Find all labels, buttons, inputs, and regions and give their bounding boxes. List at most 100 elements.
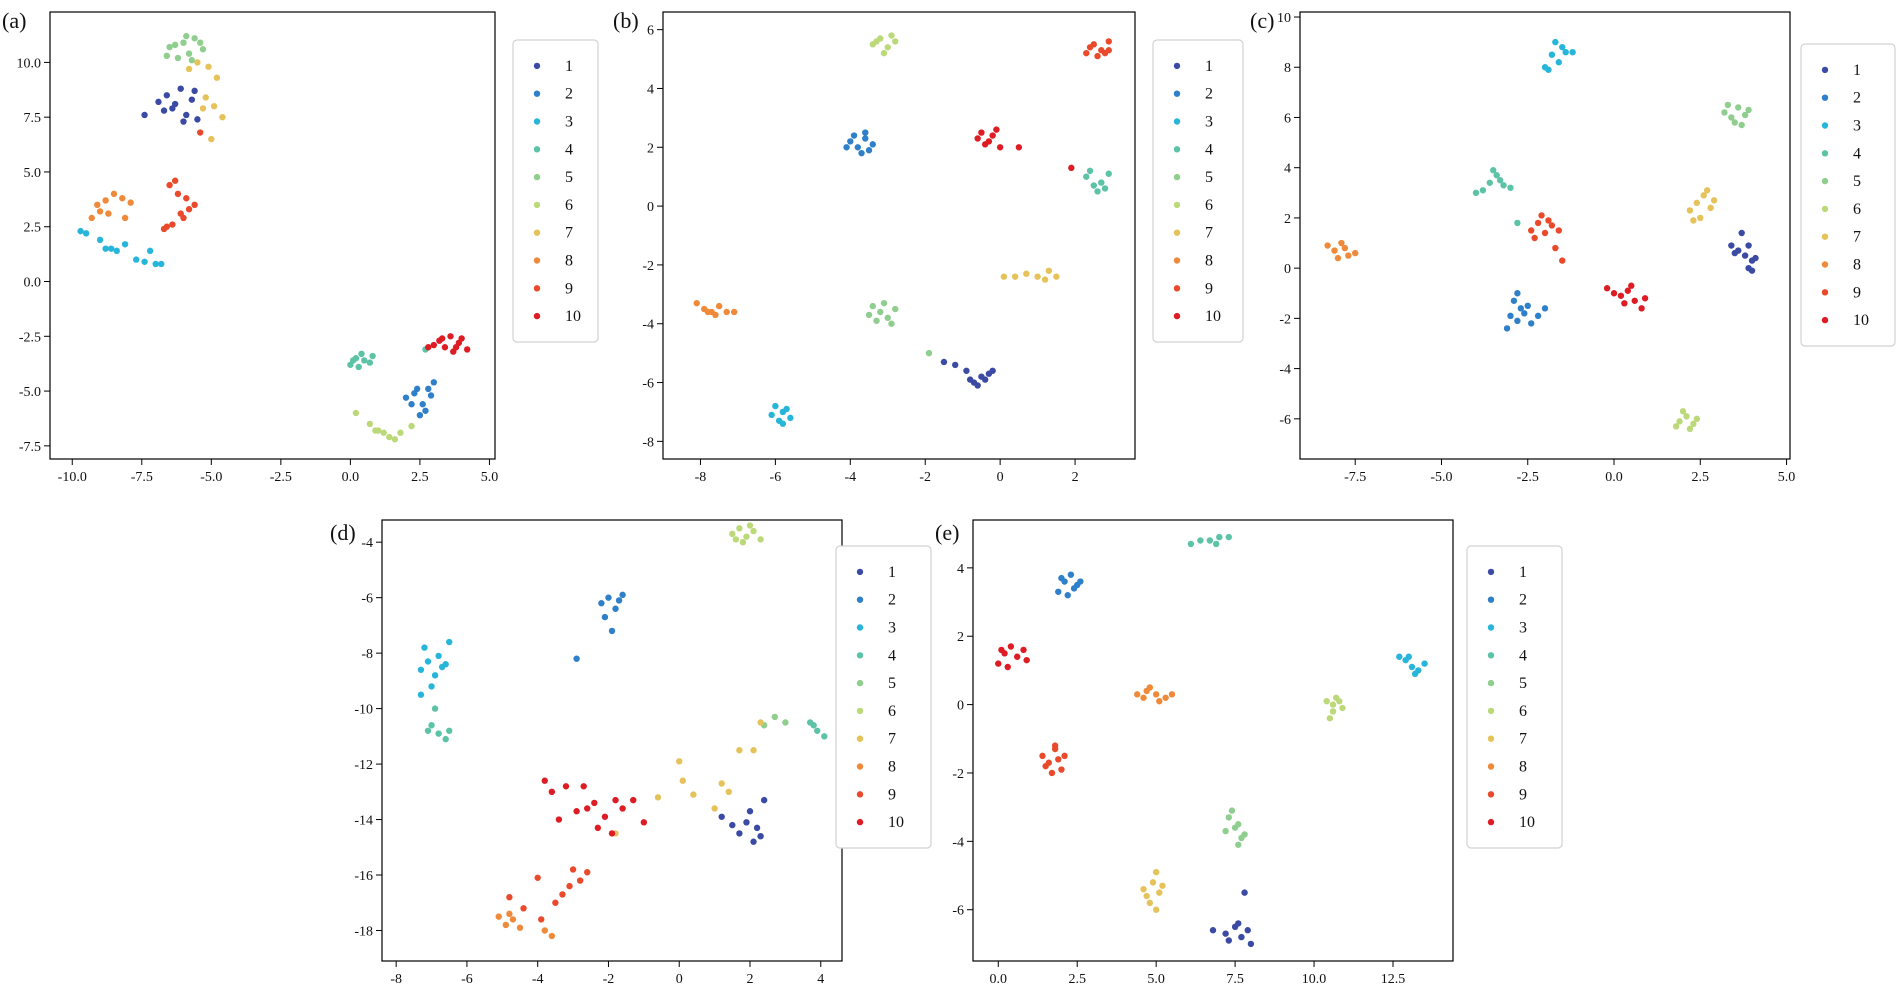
legend-marker — [1487, 735, 1495, 742]
series-10 — [974, 126, 1075, 172]
series-10 — [1603, 282, 1649, 312]
data-point — [772, 402, 779, 410]
series-9 — [506, 866, 591, 923]
data-point — [425, 385, 432, 393]
data-point — [750, 747, 757, 754]
data-point — [1083, 173, 1090, 180]
data-point — [506, 910, 513, 918]
data-point — [1555, 227, 1563, 234]
data-point — [729, 530, 736, 538]
data-point — [127, 199, 134, 206]
legend-label: 9 — [1519, 786, 1527, 803]
legend-label: 2 — [888, 592, 896, 609]
legend-marker — [533, 146, 541, 153]
data-point — [559, 891, 566, 898]
legend-label: 9 — [565, 280, 573, 297]
data-point — [873, 317, 880, 324]
x-tick-label: 2 — [747, 972, 754, 987]
legend-box — [1466, 545, 1563, 849]
data-point — [160, 107, 168, 114]
y-tick-label: 0 — [957, 699, 964, 714]
data-point — [358, 350, 365, 358]
series-10 — [541, 777, 648, 837]
legend-label: 10 — [1519, 814, 1535, 831]
legend-box — [835, 545, 932, 849]
data-point — [1146, 684, 1154, 691]
legend-marker — [1173, 312, 1181, 320]
data-point — [408, 401, 415, 408]
legend-marker — [856, 818, 864, 826]
series-1 — [940, 358, 996, 389]
data-point — [1493, 172, 1500, 179]
data-point — [1624, 287, 1632, 294]
legend-marker — [1487, 707, 1495, 715]
data-point — [1241, 889, 1248, 896]
legend: 1 2 3 4 5 6 7 8 9 10 — [1466, 545, 1563, 849]
data-point — [746, 522, 754, 529]
x-tick-label: -4 — [844, 470, 856, 485]
series-6 — [1672, 408, 1701, 433]
data-point — [1105, 47, 1112, 54]
data-point — [152, 260, 159, 268]
data-point — [1090, 182, 1097, 189]
data-point — [640, 819, 648, 826]
x-tick-label: 2.5 — [1692, 470, 1710, 485]
data-point — [191, 87, 198, 95]
legend-marker — [856, 763, 864, 770]
legend-marker — [1487, 679, 1495, 687]
data-point — [704, 308, 712, 316]
data-point — [442, 661, 449, 668]
data-point — [210, 103, 218, 110]
y-tick-label: -8 — [361, 647, 373, 662]
data-point — [1521, 310, 1528, 317]
data-point — [171, 41, 179, 49]
y-tick-label: 10.0 — [17, 56, 42, 71]
legend: 1 2 3 4 5 6 7 8 9 10 — [835, 545, 932, 849]
legend-label: 6 — [1853, 201, 1861, 218]
x-tick-label: 5.0 — [481, 470, 499, 485]
data-point — [888, 32, 895, 39]
data-point — [1631, 297, 1638, 304]
data-point — [1541, 229, 1549, 237]
data-point — [196, 39, 204, 46]
data-point — [1569, 48, 1576, 56]
data-point — [1143, 892, 1150, 900]
data-point — [612, 605, 619, 612]
series-5 — [865, 299, 933, 357]
x-tick-label: -2 — [603, 972, 615, 987]
data-point — [121, 214, 129, 222]
data-point — [185, 206, 193, 213]
data-point — [743, 533, 750, 540]
data-point — [1055, 588, 1062, 595]
data-point — [679, 777, 686, 784]
data-point — [1222, 930, 1229, 937]
data-point — [1329, 701, 1337, 708]
data-point — [562, 783, 570, 790]
data-point — [1490, 167, 1497, 174]
y-tick-label: 7.5 — [24, 111, 42, 126]
data-point — [608, 830, 616, 837]
data-point — [1728, 242, 1735, 249]
data-point — [1411, 670, 1419, 678]
data-point — [1603, 285, 1611, 292]
data-point — [1064, 592, 1071, 599]
y-tick-label: 4 — [647, 82, 654, 97]
data-point — [185, 50, 193, 57]
legend-marker — [856, 707, 864, 715]
x-tick-label: -10.0 — [58, 470, 87, 485]
x-tick-label: 2 — [1072, 470, 1079, 485]
y-tick-label: 0 — [1284, 262, 1291, 277]
data-point — [1187, 540, 1195, 548]
data-point — [998, 646, 1005, 654]
data-point — [422, 407, 429, 414]
panel-label: (b) — [613, 8, 639, 33]
data-point — [630, 796, 637, 804]
x-tick-label: 0 — [997, 470, 1004, 485]
y-tick-label: 6 — [647, 24, 654, 39]
data-point — [925, 349, 933, 357]
legend-label: 3 — [1853, 118, 1861, 135]
data-point — [1244, 927, 1251, 934]
data-point — [750, 838, 757, 845]
legend-label: 10 — [888, 814, 904, 831]
data-point — [723, 308, 730, 316]
